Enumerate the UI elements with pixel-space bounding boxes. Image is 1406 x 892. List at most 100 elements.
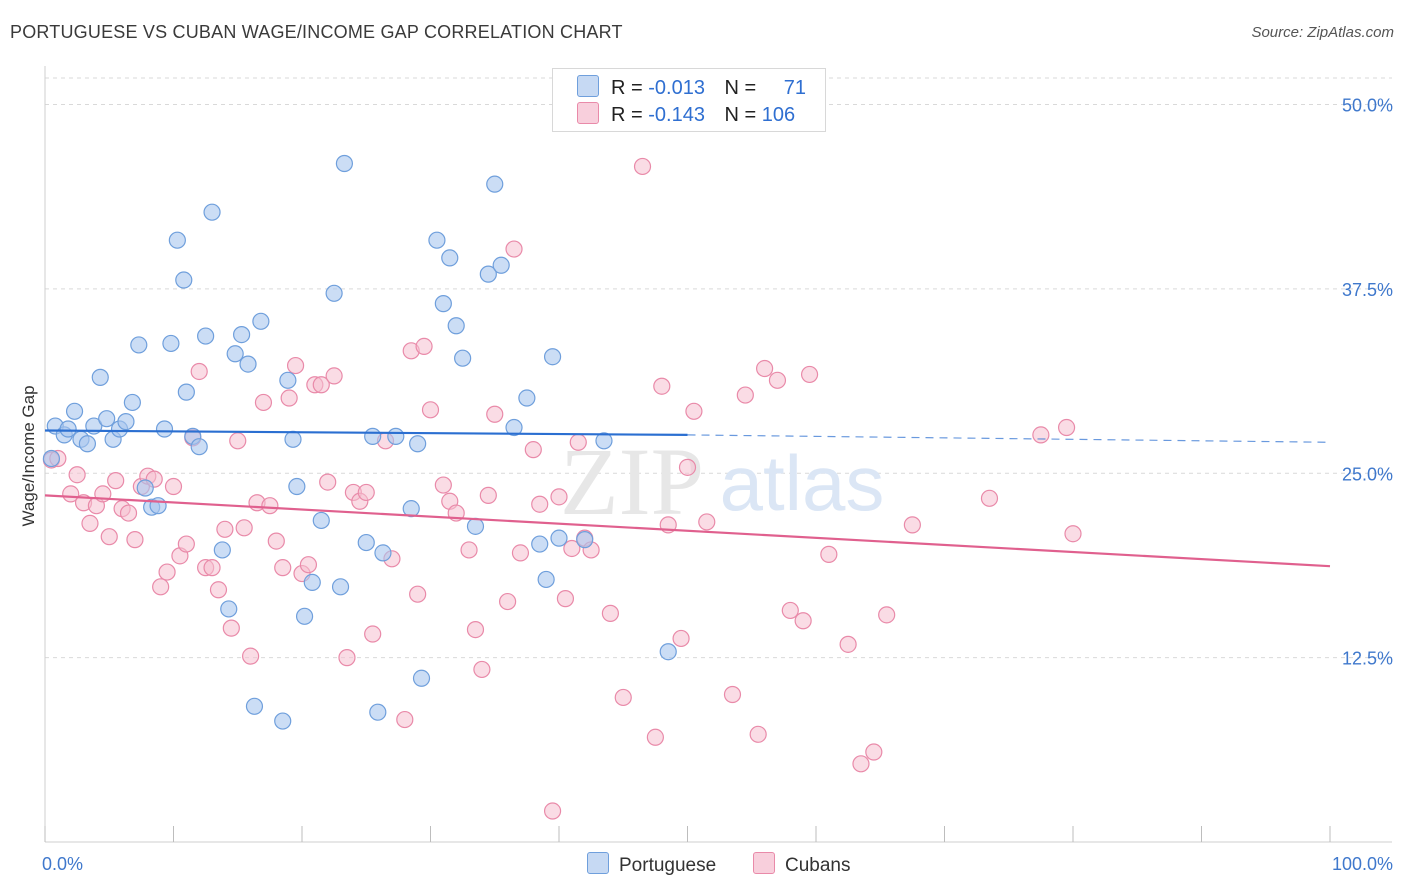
cubans-point: [486, 405, 504, 423]
x-tick-label-max: 100.0%: [1332, 854, 1393, 874]
cubans-point: [152, 578, 170, 596]
cubans-point: [755, 359, 774, 378]
portuguese-trend-line: [44, 429, 688, 436]
cubans-point: [499, 592, 517, 611]
legend-n-label: N =: [724, 104, 757, 126]
portuguese-point: [162, 334, 180, 353]
portuguese-point: [374, 544, 392, 562]
cubans-point: [100, 528, 118, 546]
cubans-point: [556, 590, 575, 608]
legend-r-label: R =: [611, 77, 643, 99]
cubans-point: [768, 371, 787, 389]
cubans-point: [434, 476, 452, 494]
legend-r-label: R =: [611, 104, 643, 126]
portuguese-point: [42, 449, 61, 468]
portuguese-n-value: 71: [783, 77, 807, 99]
portuguese-point: [155, 420, 174, 438]
cubans-point: [781, 601, 799, 620]
cubans-point: [203, 559, 221, 577]
cubans-point: [865, 743, 883, 761]
portuguese-point: [479, 265, 497, 283]
portuguese-point: [98, 410, 116, 428]
portuguese-point: [274, 712, 292, 730]
portuguese-point: [288, 477, 306, 496]
portuguese-point: [295, 607, 314, 625]
cubans-point: [261, 497, 279, 515]
cubans-point: [421, 401, 440, 419]
portuguese-swatch: [577, 75, 599, 97]
cubans-point: [524, 441, 542, 459]
cubans-point: [216, 520, 234, 538]
portuguese-point: [65, 402, 84, 420]
y-tick-label: 12.5%: [1342, 649, 1393, 669]
legend-item-portuguese[interactable]: Portuguese: [587, 852, 716, 877]
correlation-legend: R = -0.013 N = 71 R = -0.143 N = 106: [552, 68, 826, 132]
portuguese-point: [233, 326, 251, 344]
cubans-point: [177, 535, 195, 553]
cubans-point: [800, 365, 819, 384]
cubans-n-value: 106: [761, 104, 796, 126]
cubans-point: [569, 433, 587, 451]
portuguese-point: [130, 336, 148, 354]
cubans-point: [280, 389, 298, 407]
portuguese-point: [190, 438, 208, 456]
portuguese-point: [466, 517, 485, 535]
cubans-point: [68, 466, 86, 484]
cubans-legend-swatch: [753, 852, 775, 874]
portuguese-point: [149, 497, 167, 515]
cubans-point: [980, 489, 999, 507]
portuguese-point: [369, 703, 387, 721]
portuguese-point: [123, 393, 141, 412]
cubans-point: [903, 516, 921, 534]
cubans-point: [505, 240, 523, 258]
cubans-point: [839, 635, 857, 653]
cubans-point: [550, 488, 568, 506]
cubans-point: [563, 539, 581, 558]
cubans-point: [511, 544, 530, 562]
legend-item-cubans[interactable]: Cubans: [753, 852, 851, 877]
cubans-point: [653, 377, 671, 395]
cubans-trend-line: [44, 494, 1331, 568]
source-label: Source: ZipAtlas.com: [1251, 24, 1394, 41]
portuguese-point: [175, 271, 193, 289]
cubans-point: [312, 376, 330, 394]
legend-n-label: N =: [724, 77, 757, 99]
cubans-swatch: [577, 102, 599, 124]
cubans-legend-label: Cubans: [785, 855, 851, 876]
portuguese-point: [331, 578, 350, 596]
portuguese-point: [168, 231, 186, 249]
cubans-point: [190, 362, 208, 381]
portuguese-point: [454, 349, 472, 367]
cubans-point: [81, 514, 99, 533]
portuguese-point: [543, 348, 562, 366]
portuguese-point: [284, 430, 302, 448]
portuguese-point: [428, 231, 446, 249]
cubans-point: [338, 649, 356, 667]
cubans-point: [299, 556, 318, 574]
cubans-point: [164, 477, 183, 496]
cubans-point: [107, 472, 125, 490]
cubans-point: [235, 519, 253, 537]
cubans-point: [601, 604, 620, 622]
portuguese-point: [252, 312, 270, 330]
watermark-atlas: atlas: [720, 439, 885, 527]
cubans-point: [158, 563, 176, 581]
portuguese-point: [78, 435, 97, 453]
cubans-point: [794, 612, 812, 630]
cubans-point: [409, 585, 427, 603]
cubans-point: [1064, 525, 1082, 543]
portuguese-trend-extension: [687, 434, 1331, 443]
y-tick-label: 37.5%: [1342, 280, 1393, 300]
axis-layer: [44, 66, 1392, 843]
cubans-point: [286, 356, 305, 375]
portuguese-point: [312, 511, 330, 530]
cubans-point: [209, 581, 228, 599]
cubans-point: [254, 393, 273, 412]
cubans-point: [723, 685, 742, 704]
legend-row-portuguese: R = -0.013 N = 71: [577, 75, 806, 99]
cubans-point: [396, 710, 414, 729]
portuguese-point: [203, 203, 221, 221]
cubans-point: [543, 802, 562, 820]
cubans-point: [1032, 426, 1050, 444]
